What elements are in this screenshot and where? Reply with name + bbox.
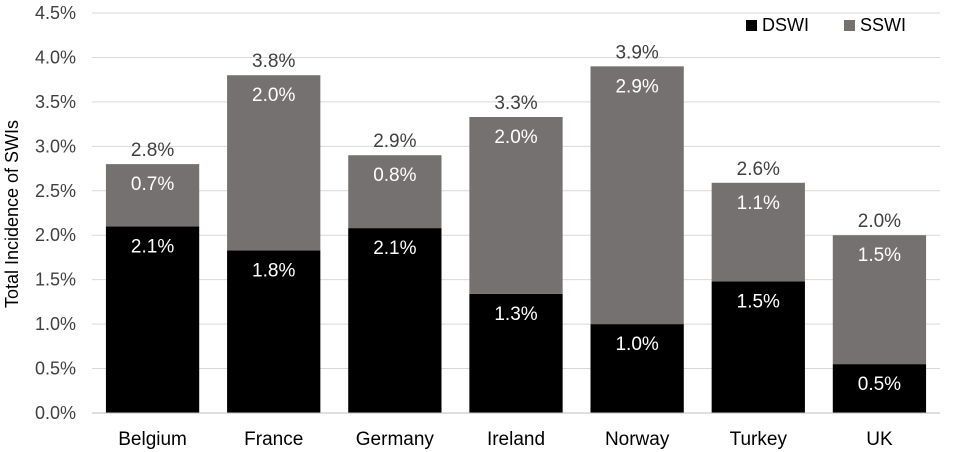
legend-swatch-sswi	[844, 20, 855, 31]
y-tick-label: 1.5%	[35, 270, 76, 290]
bar-segment-dswi	[711, 281, 805, 413]
data-label-dswi: 0.5%	[858, 374, 901, 395]
data-labels: 2.1% 0.7% 2.8% 1.8% 2.0% 3.8% 2.1% 0.8% 2.9% 1.3%…	[131, 42, 901, 395]
data-label-dswi: 2.1%	[373, 238, 416, 259]
y-axis: 0.0% 0.5% 1.0% 1.5% 2.0% 2.5% 3.0% 3.5% 4.0% 4.5%	[35, 3, 76, 423]
total-label: 3.3%	[494, 93, 537, 114]
x-tick-label: UK	[866, 429, 893, 450]
x-tick-label: Germany	[356, 429, 435, 450]
y-tick-label: 4.0%	[35, 47, 76, 67]
x-tick-label: France	[244, 429, 303, 450]
bar-segment-sswi	[469, 117, 563, 294]
legend-label-sswi: SSWI	[860, 15, 906, 35]
legend: DSWI SSWI	[746, 15, 906, 35]
bar-segment-dswi	[348, 228, 442, 413]
total-label: 2.9%	[373, 131, 416, 152]
data-label-sswi: 2.9%	[615, 76, 658, 97]
y-tick-label: 4.5%	[35, 3, 76, 23]
bar-segment-sswi	[227, 75, 321, 251]
data-label-sswi: 0.8%	[373, 165, 416, 186]
x-axis: Belgium France Germany Ireland Norway Turkey U…	[92, 412, 940, 450]
bars	[105, 66, 927, 413]
total-label: 3.9%	[615, 42, 658, 63]
bar-segment-sswi	[832, 235, 927, 365]
bar-segment-dswi	[227, 250, 321, 413]
data-label-sswi: 1.1%	[737, 193, 780, 214]
bar-segment-sswi	[105, 164, 200, 227]
x-tick-label: Turkey	[730, 429, 788, 450]
bar-segment-sswi	[348, 155, 442, 229]
bar-segment-sswi	[590, 66, 684, 325]
legend-swatch-dswi	[746, 20, 757, 31]
total-label: 2.8%	[131, 140, 174, 161]
y-tick-label: 1.0%	[35, 314, 76, 334]
legend-label-dswi: DSWI	[762, 15, 809, 35]
data-label-sswi: 1.5%	[858, 245, 901, 266]
y-axis-title: Total Incidence of SWIs	[2, 120, 22, 308]
data-label-sswi: 2.0%	[494, 127, 537, 148]
data-label-dswi: 2.1%	[131, 236, 174, 257]
data-label-sswi: 2.0%	[252, 85, 295, 106]
data-label-dswi: 1.3%	[494, 304, 537, 325]
y-tick-label: 0.5%	[35, 359, 76, 379]
data-label-dswi: 1.8%	[252, 260, 295, 281]
y-tick-label: 2.0%	[35, 225, 76, 245]
total-label: 2.0%	[858, 211, 901, 232]
y-tick-label: 3.0%	[35, 136, 76, 156]
x-tick-label: Belgium	[118, 429, 187, 450]
bar-segment-dswi	[469, 293, 563, 413]
y-tick-label: 0.0%	[35, 403, 76, 423]
x-tick-label: Ireland	[487, 429, 545, 450]
data-label-dswi: 1.0%	[615, 334, 658, 355]
data-label-sswi: 0.7%	[131, 174, 174, 195]
x-tick-label: Norway	[605, 429, 670, 450]
total-label: 2.6%	[737, 159, 780, 180]
y-tick-label: 3.5%	[35, 92, 76, 112]
bar-segment-dswi	[590, 324, 684, 413]
y-tick-label: 2.5%	[35, 181, 76, 201]
bar-segment-dswi	[105, 226, 200, 413]
bar-segment-sswi	[711, 182, 805, 282]
total-label: 3.8%	[252, 51, 295, 72]
bar-segment-dswi	[832, 364, 927, 413]
data-label-dswi: 1.5%	[737, 291, 780, 312]
